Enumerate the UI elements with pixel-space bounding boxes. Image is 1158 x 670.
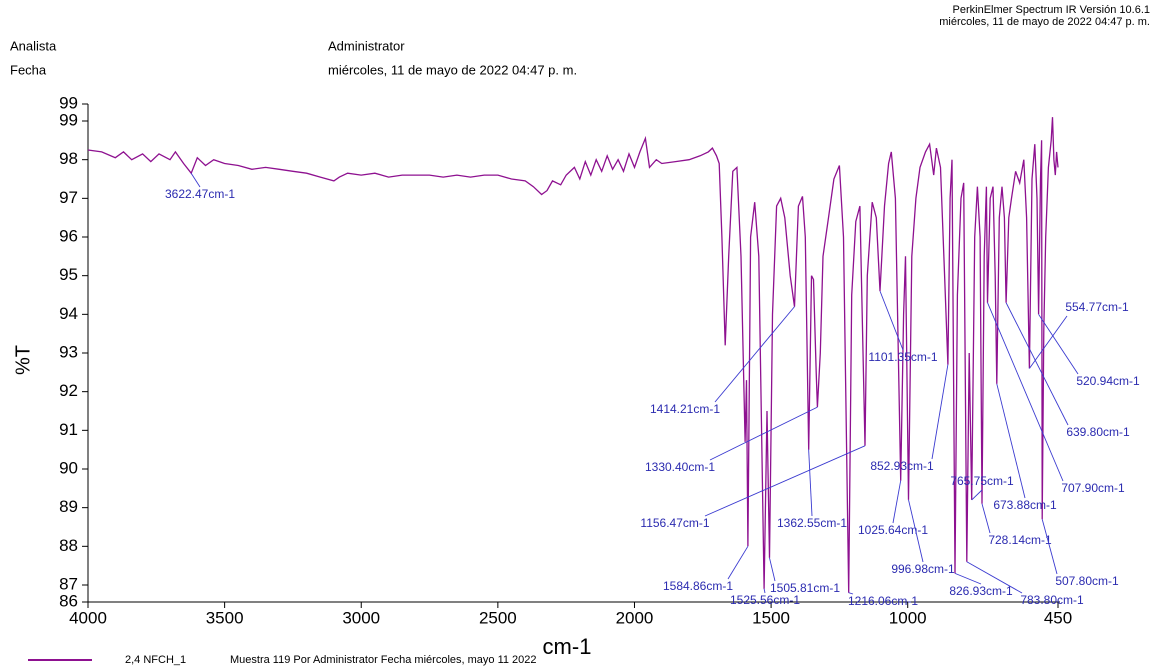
leader-line bbox=[971, 489, 983, 501]
leader-line bbox=[1038, 314, 1079, 375]
leader-line bbox=[987, 302, 1064, 482]
leader-line bbox=[727, 546, 749, 580]
leader-line bbox=[954, 572, 982, 585]
peak-label: 3622.47cm-1 bbox=[165, 187, 235, 201]
software-version: PerkinElmer Spectrum IR Versión 10.6.1 bbox=[953, 4, 1150, 16]
leader-line bbox=[714, 306, 795, 403]
y-tick-label: 97 bbox=[59, 188, 78, 207]
leader-line bbox=[190, 172, 201, 188]
peak-label: 639.80cm-1 bbox=[1066, 425, 1130, 439]
peak-label: 1025.64cm-1 bbox=[858, 523, 928, 537]
y-tick-label: 92 bbox=[59, 381, 78, 400]
peak-label: 852.93cm-1 bbox=[870, 459, 934, 473]
peak-label: 783.80cm-1 bbox=[1020, 593, 1084, 607]
y-tick-label: 91 bbox=[59, 420, 78, 439]
peak-label: 1505.81cm-1 bbox=[770, 581, 840, 595]
leader-line bbox=[931, 364, 949, 460]
peak-label: 1216.06cm-1 bbox=[848, 594, 918, 608]
analyst-label: Analista bbox=[10, 38, 57, 53]
x-tick-label: 1500 bbox=[752, 608, 790, 627]
y-tick-label: 87 bbox=[59, 574, 78, 593]
leader-line bbox=[879, 290, 904, 351]
leader-line bbox=[704, 445, 866, 517]
y-axis-label: %T bbox=[12, 345, 34, 375]
y-tick-label: 90 bbox=[59, 458, 78, 477]
x-tick-label: 4000 bbox=[69, 608, 107, 627]
spectrum-line bbox=[87, 117, 1059, 593]
leader-line bbox=[981, 503, 991, 534]
y-tick-label: 95 bbox=[59, 265, 78, 284]
peak-label: 1362.55cm-1 bbox=[777, 516, 847, 530]
y-tick-label: 99 bbox=[59, 93, 78, 112]
date: miércoles, 11 de mayo de 2022 04:47 p. m… bbox=[328, 62, 577, 77]
leader-line bbox=[769, 557, 776, 582]
leader-line bbox=[966, 561, 1023, 594]
leader-line bbox=[709, 406, 818, 461]
leader-line bbox=[1041, 519, 1058, 575]
y-tick-label: 93 bbox=[59, 342, 78, 361]
x-tick-label: 450 bbox=[1044, 608, 1072, 627]
peak-label: 1330.40cm-1 bbox=[645, 460, 715, 474]
print-timestamp: miércoles, 11 de mayo de 2022 04:47 p. m… bbox=[939, 16, 1150, 28]
x-tick-label: 3500 bbox=[206, 608, 244, 627]
peak-label: 1414.21cm-1 bbox=[650, 402, 720, 416]
y-tick-label: 94 bbox=[59, 304, 78, 323]
y-tick-label: 98 bbox=[59, 149, 78, 168]
leader-line bbox=[1029, 315, 1068, 369]
y-tick-label: 89 bbox=[59, 497, 78, 516]
y-tick-label: 99 bbox=[59, 110, 78, 129]
peak-label: 1525.56cm-1 bbox=[730, 593, 800, 607]
y-tick-label: 86 bbox=[59, 591, 78, 610]
y-tick-label: 88 bbox=[59, 536, 78, 555]
legend-description: Muestra 119 Por Administrator Fecha miér… bbox=[230, 654, 537, 666]
peak-label: 1584.86cm-1 bbox=[663, 579, 733, 593]
peak-label: 996.98cm-1 bbox=[891, 562, 955, 576]
x-axis-label: cm-1 bbox=[543, 634, 592, 659]
peak-label: 765.75cm-1 bbox=[950, 474, 1014, 488]
leader-line bbox=[763, 588, 766, 594]
leader-line bbox=[1005, 302, 1069, 426]
peak-label: 826.93cm-1 bbox=[949, 584, 1013, 598]
leader-line bbox=[892, 480, 902, 524]
peak-label: 707.90cm-1 bbox=[1061, 481, 1125, 495]
leader-line bbox=[808, 449, 813, 517]
x-tick-label: 2500 bbox=[479, 608, 517, 627]
peak-label: 520.94cm-1 bbox=[1076, 374, 1140, 388]
peak-label: 507.80cm-1 bbox=[1055, 574, 1119, 588]
peak-label: 673.88cm-1 bbox=[993, 498, 1057, 512]
peak-label: 554.77cm-1 bbox=[1065, 300, 1129, 314]
y-tick-label: 96 bbox=[59, 226, 78, 245]
x-tick-label: 2000 bbox=[616, 608, 654, 627]
peak-label: 1101.35cm-1 bbox=[868, 350, 937, 364]
leader-line bbox=[908, 499, 924, 563]
peak-label: 728.14cm-1 bbox=[988, 533, 1052, 547]
x-tick-label: 3000 bbox=[342, 608, 380, 627]
analyst: Administrator bbox=[328, 38, 405, 53]
x-tick-label: 1000 bbox=[889, 608, 927, 627]
leader-line bbox=[848, 592, 854, 595]
legend-label: 2,4 NFCH_1 bbox=[125, 654, 186, 666]
peak-label: 1156.47cm-1 bbox=[640, 516, 709, 530]
date-label: Fecha bbox=[10, 62, 47, 77]
leader-line bbox=[996, 383, 1026, 499]
